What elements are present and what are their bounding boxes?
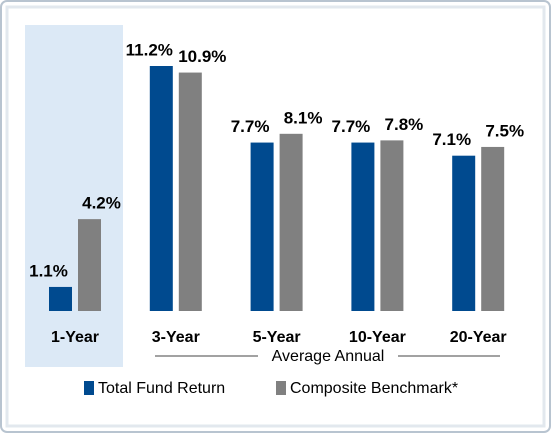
value-label: 11.2% — [126, 40, 173, 59]
value-label: 7.7% — [231, 117, 270, 136]
value-label: 1.1% — [29, 261, 68, 280]
value-label: 10.9% — [178, 47, 226, 66]
value-label: 8.1% — [284, 108, 323, 127]
legend-label: Total Fund Return — [98, 380, 225, 397]
bar — [149, 66, 173, 311]
bar — [351, 142, 375, 311]
value-label: 7.5% — [485, 121, 524, 140]
bar — [250, 142, 274, 311]
x-tick-label: 3-Year — [152, 329, 200, 346]
annotation-bg — [258, 346, 398, 366]
x-tick-label: 1-Year — [51, 329, 99, 346]
annotation: Average Annual — [272, 348, 385, 365]
bar — [481, 146, 505, 311]
x-tick-label: 10-Year — [349, 329, 406, 346]
value-label: 7.1% — [432, 130, 471, 149]
bar — [279, 133, 303, 311]
x-tick-label: 5-Year — [253, 329, 301, 346]
bar — [49, 286, 72, 311]
value-label: 4.2% — [82, 194, 121, 213]
legend-swatch — [84, 381, 94, 395]
highlight — [25, 25, 123, 367]
legend-label: Composite Benchmark* — [290, 380, 458, 397]
bar — [78, 219, 101, 311]
value-label: 7.7% — [332, 117, 371, 136]
inner-frame — [5, 5, 546, 428]
bar — [178, 72, 202, 311]
legend-swatch — [276, 381, 286, 395]
bar — [452, 155, 476, 311]
value-label: 7.8% — [385, 115, 424, 134]
x-tick-label: 20-Year — [450, 329, 507, 346]
bar — [380, 140, 404, 311]
